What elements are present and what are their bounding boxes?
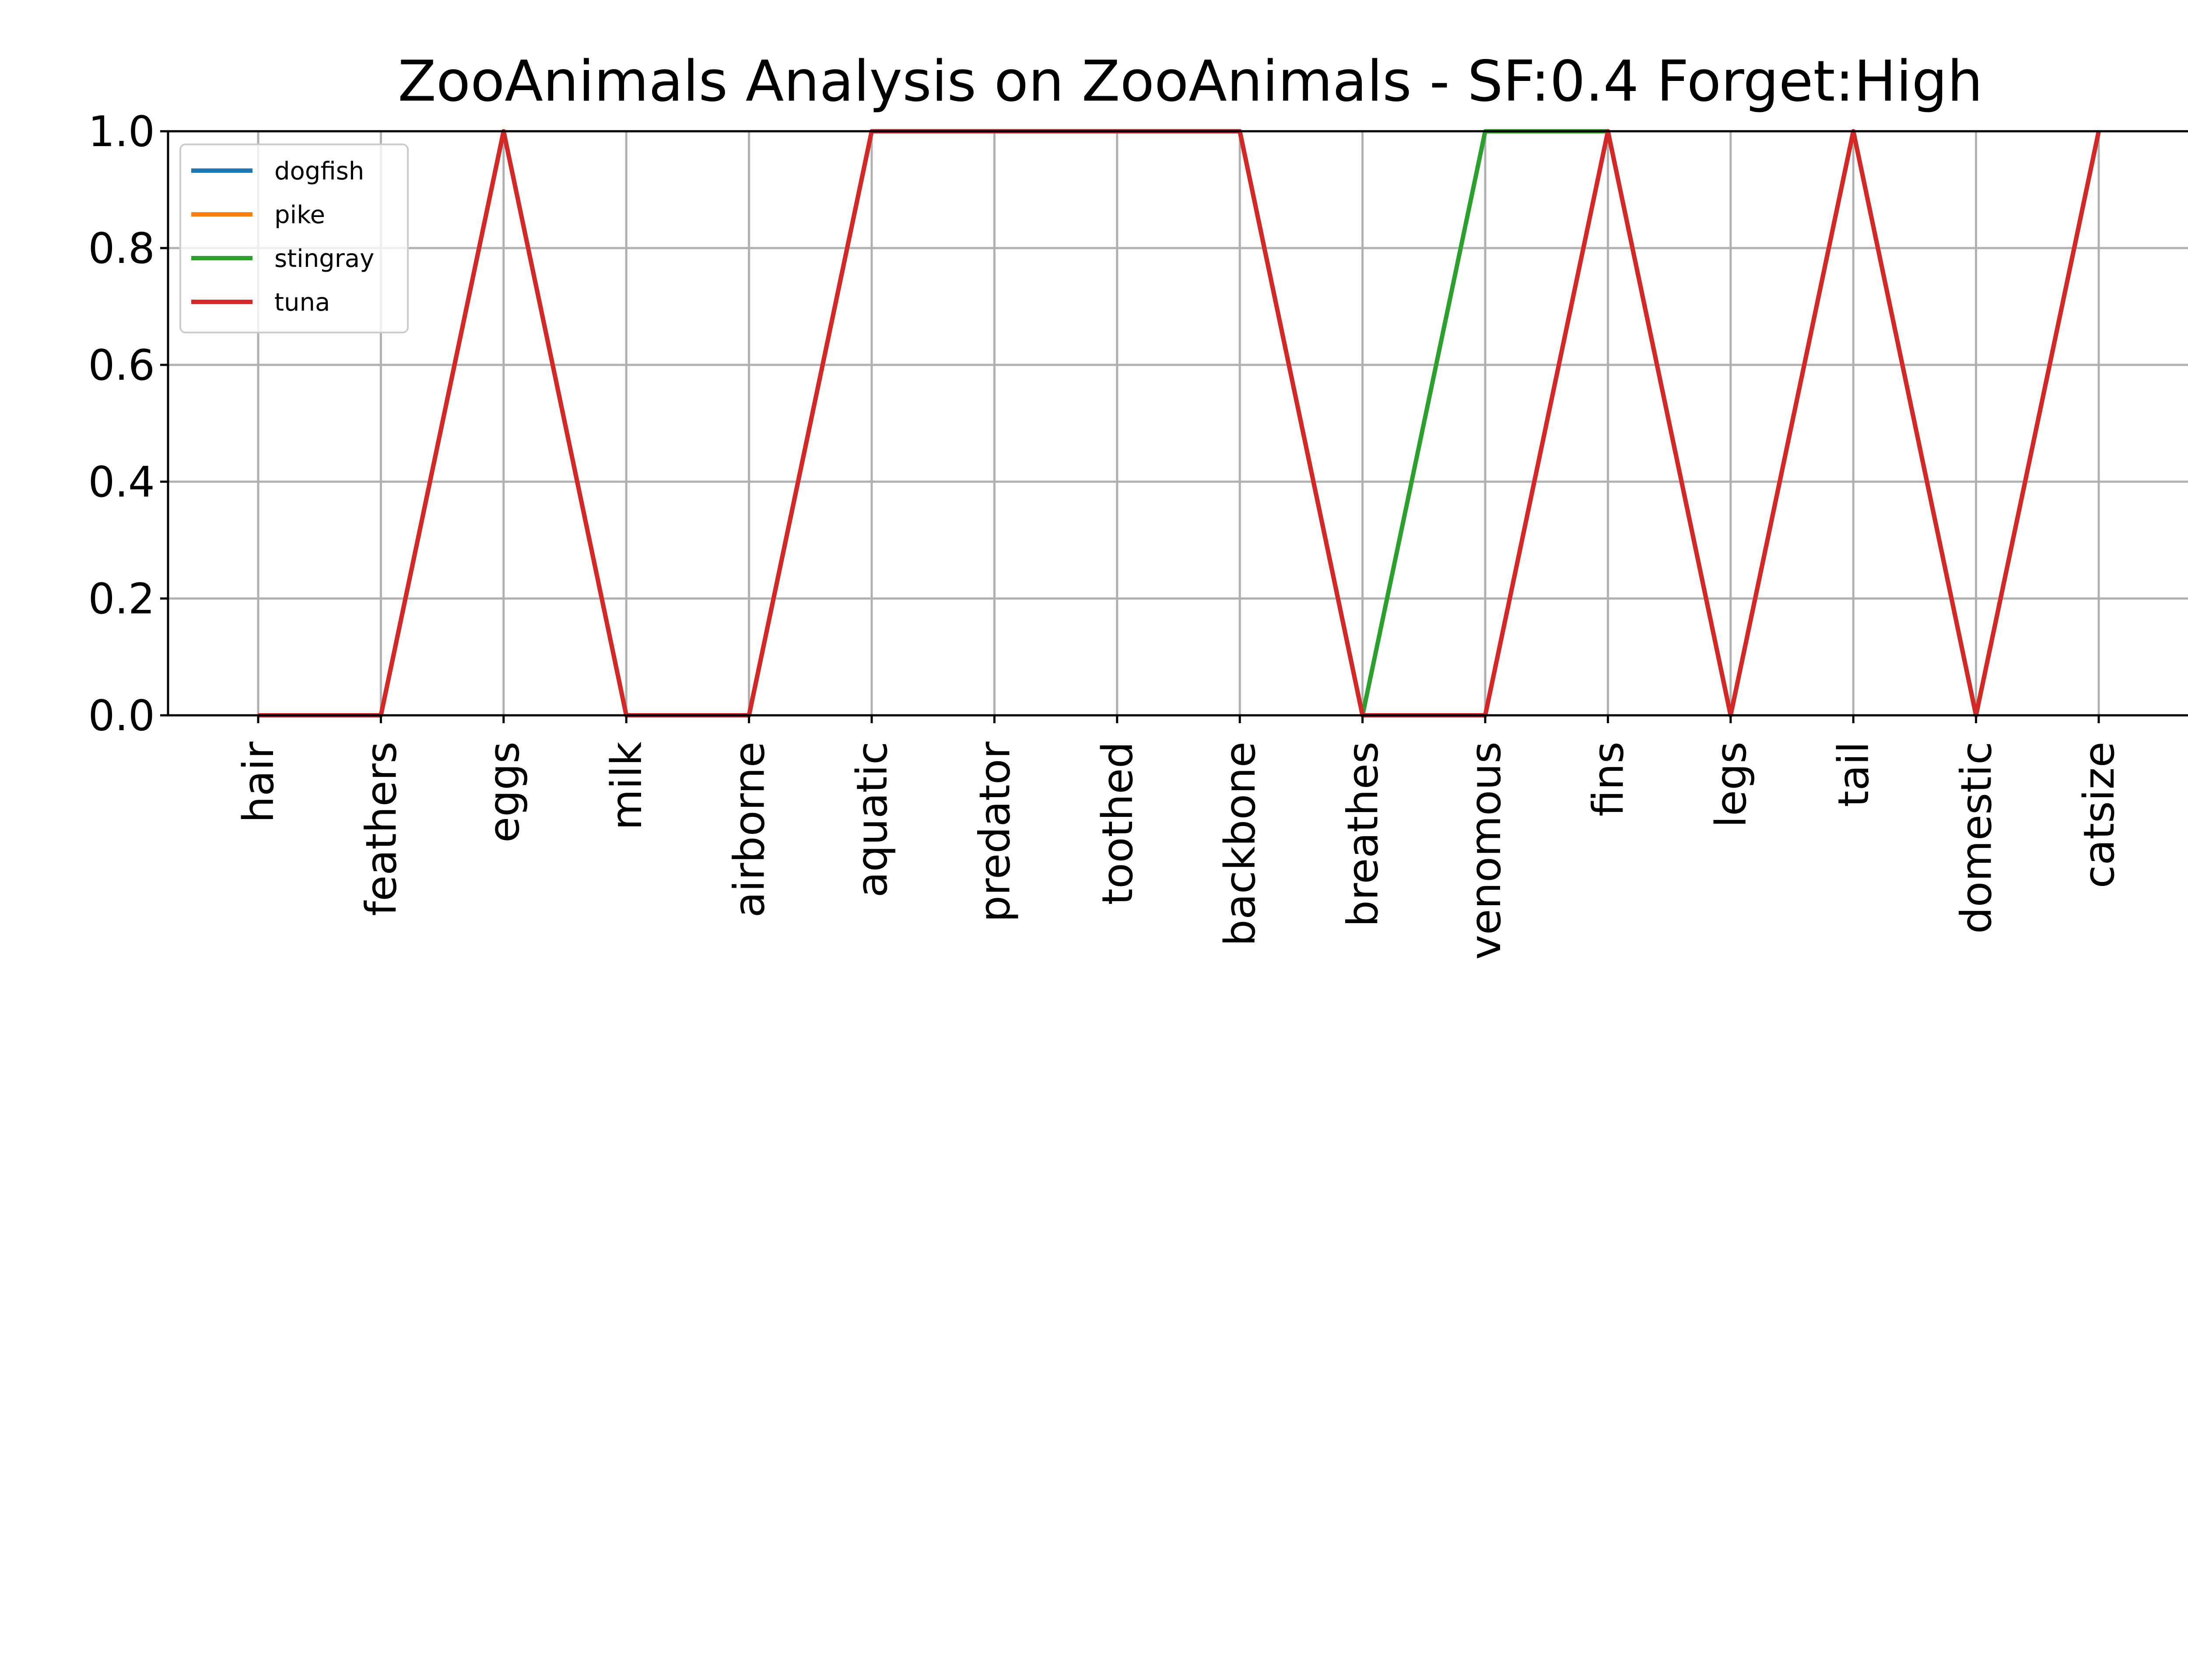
x-tick-label-toothed: toothed <box>1093 742 1142 905</box>
series-line-tuna <box>258 129 2101 718</box>
legend-label-stingray: stingray <box>274 245 374 273</box>
y-tick-label: 0.0 <box>88 691 155 740</box>
series-line-dogfish <box>258 129 2101 718</box>
grid-lines <box>168 130 2188 717</box>
series-line-stingray <box>258 129 2101 718</box>
y-tick-label: 0.8 <box>88 224 155 273</box>
x-tick-label-eggs: eggs <box>480 742 529 843</box>
legend: dogfish pike stingray tuna <box>179 144 409 333</box>
x-tick-label-venomous: venomous <box>1461 742 1510 960</box>
x-tick-label-fins: fins <box>1584 742 1633 816</box>
chart-title: ZooAnimals Analysis on ZooAnimals - SF:0… <box>398 49 1983 114</box>
x-tick-label-feathers: feathers <box>357 742 406 916</box>
x-tick-label-backbone: backbone <box>1216 742 1265 946</box>
legend-label-pike: pike <box>274 201 325 229</box>
y-tick-label: 1.0 <box>88 107 155 156</box>
x-tick-label-domestic: domestic <box>1952 742 2001 934</box>
x-tick-label-catsize: catsize <box>2075 742 2124 888</box>
x-tick-label-milk: milk <box>602 742 651 830</box>
y-tick-label: 0.6 <box>88 341 155 390</box>
y-tick-label: 0.2 <box>88 574 155 623</box>
series-line-pike <box>258 129 2101 718</box>
x-tick-label-aquatic: aquatic <box>848 742 897 898</box>
x-tick-label-hair: hair <box>234 741 283 822</box>
y-tick-label: 0.4 <box>88 458 155 507</box>
x-tick-label-legs: legs <box>1707 742 1756 828</box>
series-lines <box>258 129 2101 718</box>
legend-label-tuna: tuna <box>274 288 330 317</box>
x-tick-label-tail: tail <box>1829 742 1878 807</box>
legend-label-dogfish: dogfish <box>274 157 364 186</box>
x-tick-label-airborne: airborne <box>725 742 774 917</box>
x-tick-label-predator: predator <box>970 741 1019 922</box>
legend-box <box>179 144 409 333</box>
x-tick-label-breathes: breathes <box>1339 742 1388 927</box>
axis-ticks: 0.0 0.2 0.4 0.6 0.8 1.0 hair feathers eggs milk ai… <box>88 107 2124 960</box>
plot-area-frame <box>167 130 2188 717</box>
